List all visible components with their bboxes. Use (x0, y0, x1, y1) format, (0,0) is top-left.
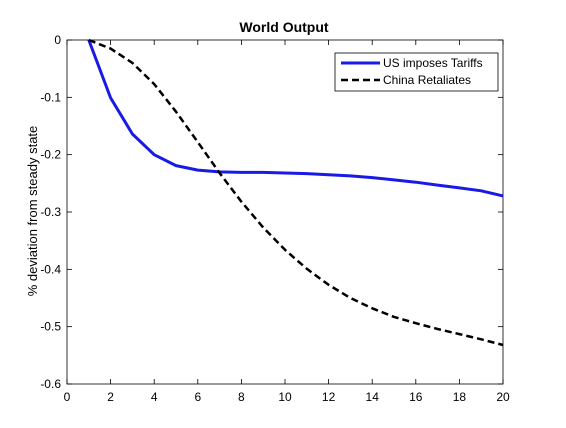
x-tick-label: 6 (194, 390, 201, 404)
legend-label-china-retaliates: China Retaliates (383, 73, 471, 87)
y-axis-title: % deviation from steady state (25, 126, 40, 297)
x-tick-label: 14 (366, 390, 380, 404)
x-tick-label: 20 (496, 390, 510, 404)
x-tick-label: 4 (151, 390, 158, 404)
y-tick-label: -0.3 (40, 205, 61, 219)
x-tick-label: 10 (278, 390, 292, 404)
legend: US imposes Tariffs China Retaliates (334, 52, 499, 92)
y-tick-label: -0.5 (40, 320, 61, 334)
x-tick-label: 0 (64, 390, 71, 404)
x-tick-label: 12 (322, 390, 336, 404)
x-tick-label: 16 (409, 390, 423, 404)
y-tick-label: -0.4 (40, 262, 61, 276)
legend-label-us-tariffs: US imposes Tariffs (383, 56, 483, 70)
series-line-us-tariffs (87, 39, 504, 198)
y-tick-label: 0 (54, 33, 61, 47)
chart-title: World Output (239, 19, 328, 35)
x-tick-label: 18 (453, 390, 467, 404)
x-tick-label: 8 (238, 390, 245, 404)
x-tick-label: 2 (107, 390, 114, 404)
y-tick-label: -0.6 (40, 377, 61, 391)
plot-area: 0 2 4 6 8 10 12 14 16 18 20 0 -0.1 -0.2 -0.3 -0.4 -0.5 -0… (40, 33, 510, 404)
legend-box (334, 52, 499, 92)
y-tick-label: -0.1 (40, 90, 61, 104)
y-tick-label: -0.2 (40, 148, 61, 162)
